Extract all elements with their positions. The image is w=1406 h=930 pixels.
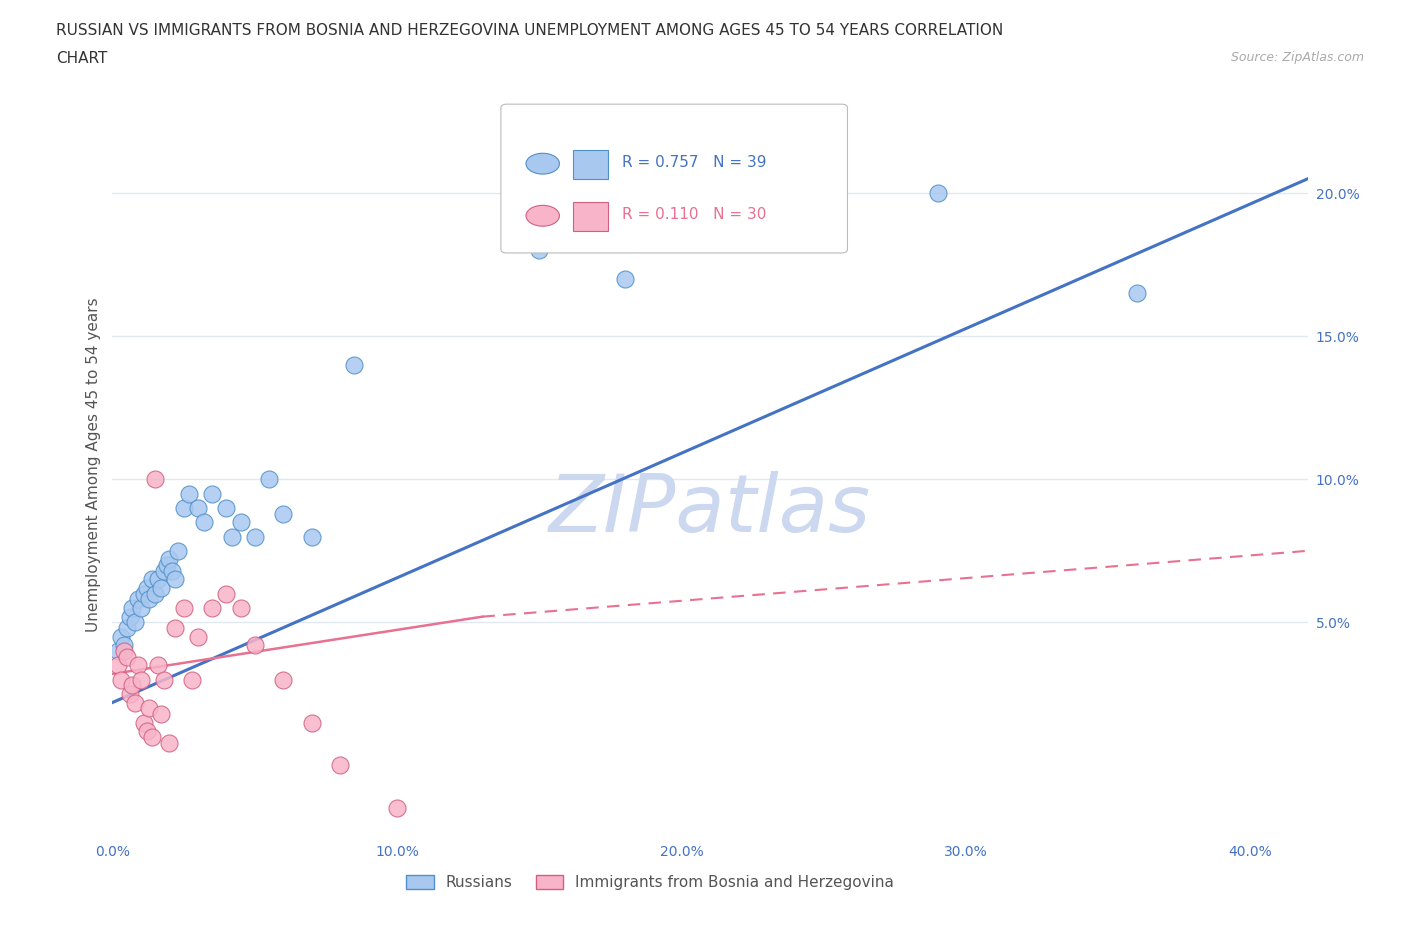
Point xyxy=(193,515,215,530)
Point xyxy=(229,515,252,530)
Text: R = 0.110   N = 30: R = 0.110 N = 30 xyxy=(621,206,766,221)
Point xyxy=(149,580,172,595)
Point xyxy=(301,715,323,730)
Point xyxy=(301,529,323,544)
Point xyxy=(1126,286,1149,300)
Point xyxy=(135,724,157,738)
Point xyxy=(124,615,146,630)
Point xyxy=(179,486,201,501)
Point xyxy=(110,630,132,644)
Point xyxy=(129,672,152,687)
Text: R = 0.757   N = 39: R = 0.757 N = 39 xyxy=(621,154,766,169)
Point xyxy=(201,486,224,501)
Point xyxy=(187,500,209,515)
Point xyxy=(181,672,204,687)
Circle shape xyxy=(526,206,560,226)
Point xyxy=(271,672,294,687)
Point xyxy=(141,729,163,744)
Point xyxy=(155,558,177,573)
Legend: Russians, Immigrants from Bosnia and Herzegovina: Russians, Immigrants from Bosnia and Her… xyxy=(401,869,900,897)
Point xyxy=(107,644,129,658)
Point xyxy=(107,658,129,672)
Point xyxy=(927,186,949,201)
Point xyxy=(243,638,266,653)
Point xyxy=(121,678,143,693)
Point xyxy=(157,735,180,750)
Point xyxy=(135,580,157,595)
Point xyxy=(152,564,174,578)
Text: Source: ZipAtlas.com: Source: ZipAtlas.com xyxy=(1230,51,1364,64)
Point xyxy=(157,552,180,567)
Point xyxy=(118,686,141,701)
Point xyxy=(221,529,243,544)
Point xyxy=(143,586,166,601)
Point xyxy=(112,644,135,658)
Point xyxy=(143,472,166,486)
Point xyxy=(141,572,163,587)
Point xyxy=(118,609,141,624)
FancyBboxPatch shape xyxy=(572,203,609,231)
Point xyxy=(110,672,132,687)
Point xyxy=(138,592,160,607)
Point xyxy=(257,472,280,486)
Point xyxy=(121,601,143,616)
Point xyxy=(127,658,149,672)
FancyBboxPatch shape xyxy=(572,151,609,179)
Point xyxy=(138,701,160,716)
Point xyxy=(271,506,294,521)
Point xyxy=(385,801,408,816)
Point xyxy=(165,572,187,587)
Y-axis label: Unemployment Among Ages 45 to 54 years: Unemployment Among Ages 45 to 54 years xyxy=(86,298,101,632)
Point xyxy=(162,564,183,578)
Point xyxy=(529,243,551,258)
Point xyxy=(173,601,195,616)
Point xyxy=(173,500,195,515)
Point xyxy=(124,695,146,710)
Text: ZIPatlas: ZIPatlas xyxy=(548,471,872,549)
Point xyxy=(127,592,149,607)
Point xyxy=(343,357,366,372)
Point xyxy=(149,707,172,722)
Point xyxy=(215,500,238,515)
Point xyxy=(112,638,135,653)
Point xyxy=(115,649,138,664)
Point xyxy=(152,672,174,687)
Point xyxy=(613,272,636,286)
Point xyxy=(146,572,169,587)
Point xyxy=(132,715,155,730)
Point xyxy=(243,529,266,544)
Point xyxy=(329,758,352,773)
Point xyxy=(129,601,152,616)
Point xyxy=(165,620,187,635)
Text: CHART: CHART xyxy=(56,51,108,66)
Point xyxy=(115,620,138,635)
FancyBboxPatch shape xyxy=(501,104,848,253)
Point xyxy=(167,543,190,558)
Point xyxy=(215,586,238,601)
Point xyxy=(229,601,252,616)
Point xyxy=(132,586,155,601)
Point xyxy=(146,658,169,672)
Text: RUSSIAN VS IMMIGRANTS FROM BOSNIA AND HERZEGOVINA UNEMPLOYMENT AMONG AGES 45 TO : RUSSIAN VS IMMIGRANTS FROM BOSNIA AND HE… xyxy=(56,23,1004,38)
Point xyxy=(201,601,224,616)
Point xyxy=(187,630,209,644)
Circle shape xyxy=(526,153,560,174)
